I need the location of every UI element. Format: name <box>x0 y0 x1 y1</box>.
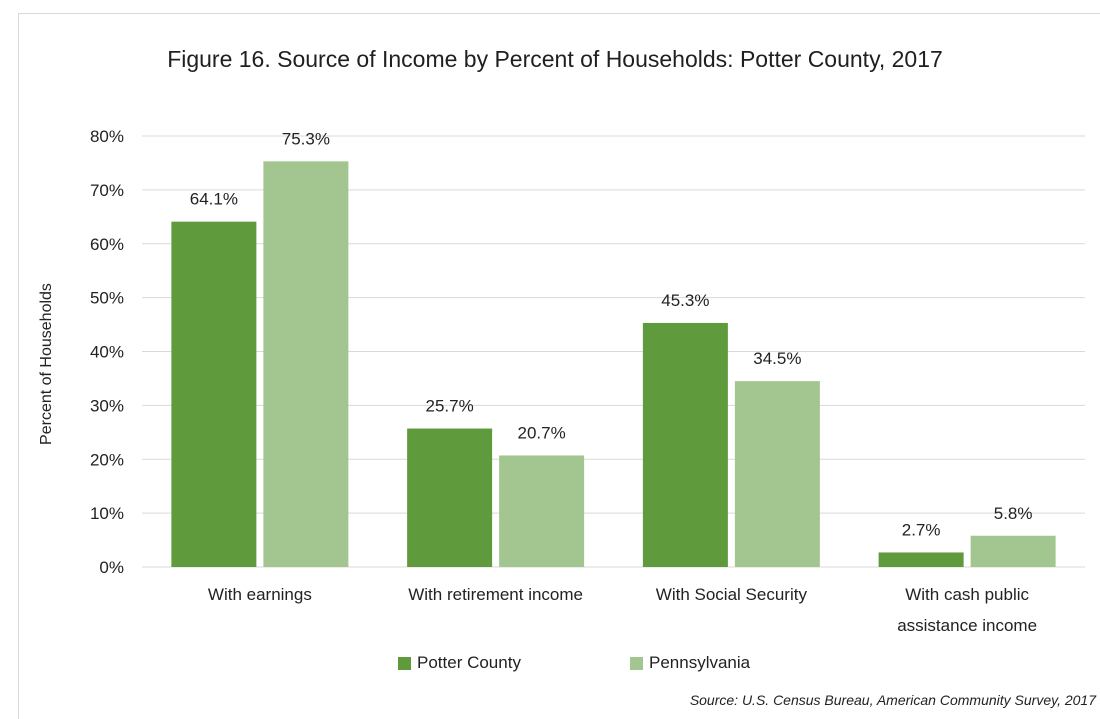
bar-pennsylvania <box>734 381 820 567</box>
legend-swatch-pennsylvania <box>630 656 643 670</box>
bar-potter-county <box>407 428 493 567</box>
category-label: With earnings <box>208 585 312 604</box>
legend-label-potter-county: Potter County <box>417 653 521 672</box>
data-label-potter-county: 2.7% <box>902 520 941 539</box>
chart-title: Figure 16. Source of Income by Percent o… <box>167 46 943 72</box>
category-labels: With earnings With retirement income With … <box>208 585 1037 635</box>
chart-frame <box>18 13 1100 719</box>
legend-item-pennsylvania: Pennsylvania <box>630 653 750 673</box>
y-tick-label: 80% <box>90 127 124 146</box>
data-label-pennsylvania: 5.8% <box>994 504 1033 523</box>
category-label: With Social Security <box>656 585 808 604</box>
legend: Potter County Pennsylvania <box>0 653 1100 677</box>
y-tick-label: 20% <box>90 450 124 469</box>
bar-potter-county <box>171 221 257 567</box>
legend-swatch-potter-county <box>398 656 411 670</box>
data-label-potter-county: 45.3% <box>661 291 709 310</box>
y-tick-label: 60% <box>90 235 124 254</box>
legend-label-pennsylvania: Pennsylvania <box>649 653 751 672</box>
legend-item-potter-county: Potter County <box>398 653 521 673</box>
y-tick-label: 0% <box>99 558 124 577</box>
bars <box>171 161 1056 568</box>
y-tick-label: 50% <box>90 289 124 308</box>
data-label-pennsylvania: 75.3% <box>282 129 330 148</box>
y-tick-label: 30% <box>90 396 124 415</box>
bar-pennsylvania <box>499 455 585 567</box>
y-tick-label: 40% <box>90 343 124 362</box>
data-labels: 64.1% 75.3% 25.7% 20.7% 45.3% 34.5% 2.7% 5.8% <box>190 129 1033 539</box>
bar-pennsylvania <box>263 161 349 568</box>
category-label: With retirement income <box>408 585 583 604</box>
data-label-potter-county: 25.7% <box>426 397 474 416</box>
y-axis-ticks: 0% 10% 20% 30% 40% 50% 60% 70% 80% <box>90 127 124 577</box>
data-label-potter-county: 64.1% <box>190 190 238 209</box>
bar-pennsylvania <box>970 535 1056 567</box>
data-label-pennsylvania: 34.5% <box>753 349 801 368</box>
category-label: With cash public <box>905 585 1029 604</box>
source-note: Source: U.S. Census Bureau, American Com… <box>689 692 1096 708</box>
y-tick-label: 70% <box>90 181 124 200</box>
data-label-pennsylvania: 20.7% <box>518 423 566 442</box>
bar-potter-county <box>642 322 728 567</box>
bar-potter-county <box>878 552 964 567</box>
category-label: assistance income <box>897 616 1037 635</box>
y-tick-label: 10% <box>90 504 124 523</box>
